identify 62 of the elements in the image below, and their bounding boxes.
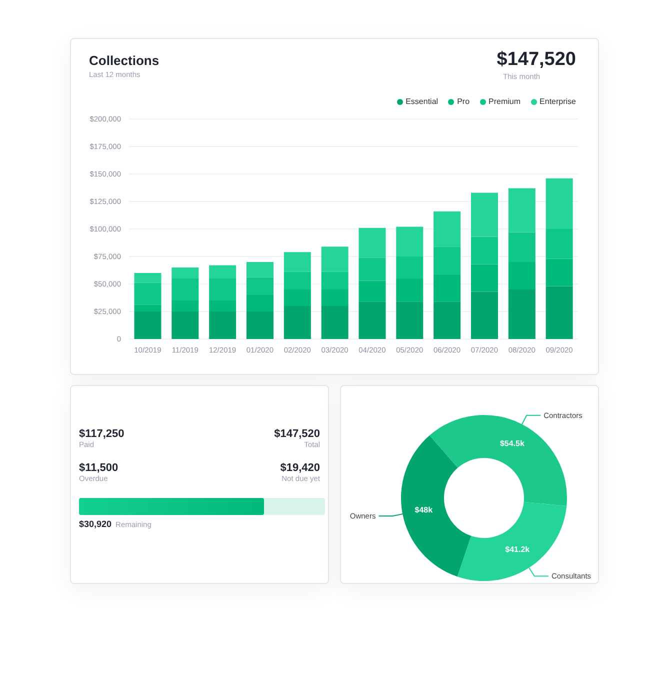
bar <box>172 278 199 300</box>
data-label: $48k <box>414 505 434 514</box>
bar <box>396 278 424 302</box>
bar <box>434 211 461 247</box>
bar <box>134 304 162 312</box>
bar <box>546 286 573 339</box>
bar <box>246 262 274 278</box>
bar <box>321 306 348 339</box>
bar <box>134 282 162 305</box>
bar <box>358 258 386 281</box>
bar <box>396 302 424 339</box>
bar <box>546 178 573 229</box>
bar <box>508 262 536 290</box>
bar <box>508 290 536 339</box>
bar <box>434 274 461 302</box>
text: $147,520 <box>274 428 320 440</box>
chart-title: Collections <box>89 53 160 68</box>
bar <box>209 278 236 300</box>
bar <box>508 232 536 262</box>
legend-label: Pro <box>456 97 470 106</box>
bar <box>546 229 573 259</box>
bar <box>284 306 311 339</box>
bar <box>246 277 274 295</box>
bar <box>470 192 498 237</box>
legend-label: Essential <box>404 97 438 106</box>
bar <box>172 268 199 278</box>
bar <box>396 256 424 278</box>
bar <box>396 226 424 256</box>
bar <box>209 312 236 339</box>
legend-label: Enterprise <box>538 97 576 106</box>
bar <box>470 292 498 339</box>
bar <box>434 302 461 339</box>
bar <box>546 258 573 286</box>
bar <box>284 290 311 306</box>
bar <box>209 265 236 278</box>
bar <box>246 312 274 339</box>
bar <box>134 312 162 339</box>
bar <box>284 272 311 290</box>
bar <box>470 236 498 264</box>
bar <box>358 228 386 258</box>
bar <box>358 280 386 302</box>
data-label: $41.2k <box>505 545 530 554</box>
bar <box>470 264 498 292</box>
bar <box>284 252 311 272</box>
text: $147,520 <box>496 49 576 71</box>
bar <box>209 300 236 312</box>
bar <box>508 188 536 232</box>
bar <box>321 272 348 290</box>
text: $117,250 <box>79 428 124 440</box>
bar <box>134 273 162 283</box>
bar <box>172 312 199 339</box>
bar <box>172 300 199 312</box>
bar <box>321 246 348 272</box>
bar <box>358 302 386 339</box>
legend-label: Premium <box>488 97 521 106</box>
bar <box>246 295 274 312</box>
data-label: $54.5k <box>500 438 525 448</box>
text: $11,500 <box>79 462 118 474</box>
text: $19,420 <box>280 462 320 474</box>
text: $30,920 <box>79 519 112 529</box>
bar <box>321 290 348 306</box>
bar <box>434 246 461 274</box>
